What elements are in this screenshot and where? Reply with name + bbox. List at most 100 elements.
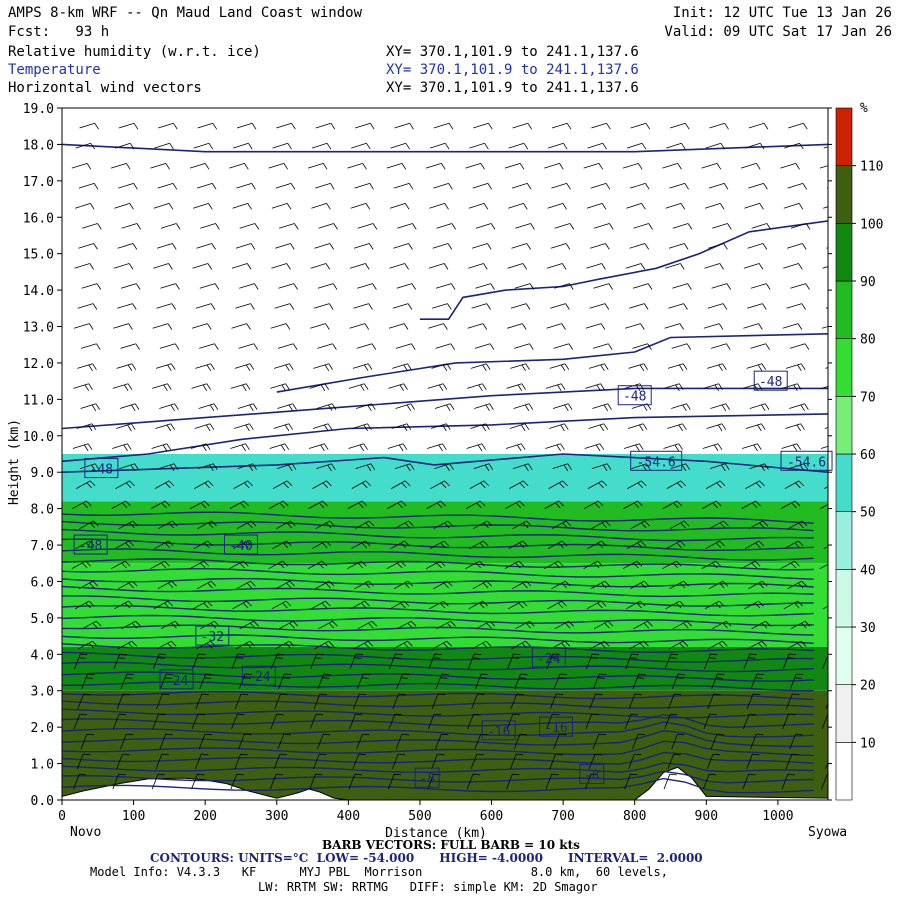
wind-barb xyxy=(233,480,253,489)
wind-barb xyxy=(390,540,410,550)
wind-barb xyxy=(311,540,332,550)
contour-label-text: -48 xyxy=(623,390,646,405)
wind-barb xyxy=(622,560,643,570)
wind-barb xyxy=(822,653,828,670)
wind-barb xyxy=(114,203,134,210)
wind-barb xyxy=(425,560,446,570)
wind-barb xyxy=(587,480,608,489)
isotherm-0 xyxy=(62,777,814,794)
wind-barb xyxy=(120,343,140,350)
wind-barb xyxy=(749,463,769,472)
wind-barb xyxy=(313,753,327,770)
wind-barb xyxy=(743,263,764,270)
wind-barb xyxy=(353,243,374,250)
y-tick-label: 4.0 xyxy=(31,648,54,663)
wind-barb xyxy=(154,540,174,550)
wind-barb xyxy=(593,673,607,690)
wind-barb xyxy=(471,303,491,310)
contour-label-5: -48 xyxy=(73,534,108,555)
wind-barb xyxy=(82,223,102,230)
field-xy-rh: XY= 370.1,101.9 to 241.1,137.6 xyxy=(386,44,639,60)
wind-barb xyxy=(158,122,178,130)
wind-barb xyxy=(667,423,687,432)
wind-barb xyxy=(706,753,721,770)
wind-barb xyxy=(546,713,560,730)
colorbar-label: 50 xyxy=(860,506,876,521)
wind-barb xyxy=(429,142,450,150)
wind-barb xyxy=(352,423,372,432)
wind-barb xyxy=(191,383,211,392)
colorbar-label: 110 xyxy=(860,160,883,175)
wind-barb xyxy=(74,263,94,270)
wind-barb xyxy=(788,520,808,530)
model-info: Model Info: V4.3.3 KF MYJ PBL Morrison 8… xyxy=(90,865,668,879)
wind-barb xyxy=(351,142,371,150)
wind-barb xyxy=(707,363,727,372)
wind-barb xyxy=(151,443,172,452)
wind-barb xyxy=(77,303,98,310)
isotherm-2 xyxy=(62,762,814,774)
wind-barb xyxy=(235,243,256,250)
wind-barb xyxy=(430,423,451,432)
wind-barb xyxy=(711,673,725,690)
wind-barb xyxy=(270,323,291,330)
wind-barb xyxy=(470,753,484,770)
wind-barb xyxy=(508,540,528,550)
wind-barb xyxy=(391,753,406,770)
wind-barb xyxy=(397,223,417,230)
wind-barb xyxy=(469,142,489,150)
wind-barb xyxy=(78,640,98,650)
wind-barb xyxy=(239,620,259,630)
wind-barb xyxy=(354,122,375,130)
wind-barb xyxy=(507,653,521,670)
wind-barb xyxy=(628,303,649,310)
wind-barb xyxy=(356,673,371,690)
colorbar-label: 40 xyxy=(860,563,876,578)
contour-label-1: -48 xyxy=(617,385,652,406)
wind-barb xyxy=(434,403,455,412)
wind-barb xyxy=(586,600,607,610)
wind-barb xyxy=(629,640,649,650)
wind-barb xyxy=(515,223,535,230)
wind-barb xyxy=(234,363,255,372)
wind-barb xyxy=(671,733,685,750)
wind-barb xyxy=(743,323,763,330)
wind-barb xyxy=(388,773,402,790)
wind-barb xyxy=(115,480,135,489)
wind-barb xyxy=(77,693,91,710)
wind-barb xyxy=(427,443,447,452)
wind-barb xyxy=(388,713,402,730)
wind-barb xyxy=(159,343,180,350)
wind-barb xyxy=(114,540,135,550)
wind-barb xyxy=(152,653,167,670)
wind-barb xyxy=(347,163,367,170)
colorbar-label: 70 xyxy=(860,390,876,405)
wind-barb xyxy=(475,673,489,690)
wind-barb xyxy=(750,733,764,750)
wind-barb xyxy=(745,423,766,432)
wind-barb xyxy=(506,713,520,730)
wind-barb xyxy=(432,243,453,250)
wind-barb xyxy=(313,303,334,310)
wind-barb xyxy=(623,443,644,452)
wind-barb xyxy=(751,223,772,230)
wind-barb xyxy=(309,713,324,730)
wind-barb xyxy=(82,620,102,630)
wind-barb xyxy=(712,620,732,630)
forecast-hour: Fcst: 93 h xyxy=(8,24,110,40)
wind-barb xyxy=(118,580,138,590)
wind-barb xyxy=(79,463,100,472)
contour-label-box xyxy=(481,720,516,741)
y-axis-label: Height (km) xyxy=(7,419,22,505)
wind-barb xyxy=(230,383,251,392)
wind-barb xyxy=(315,183,335,190)
contour-labels: -48 -48 -48 -54.6 -54.6 -48 -40 -32 -24 -24 -24 -16… xyxy=(73,370,833,788)
wind-barb xyxy=(429,540,450,550)
wind-barb xyxy=(353,640,374,650)
isotherm-27 xyxy=(62,528,814,542)
isotherm-14 xyxy=(62,651,814,663)
wind-barb xyxy=(514,343,534,350)
wind-barb xyxy=(750,343,770,350)
wind-barb xyxy=(278,283,298,290)
wind-barb xyxy=(313,693,327,710)
